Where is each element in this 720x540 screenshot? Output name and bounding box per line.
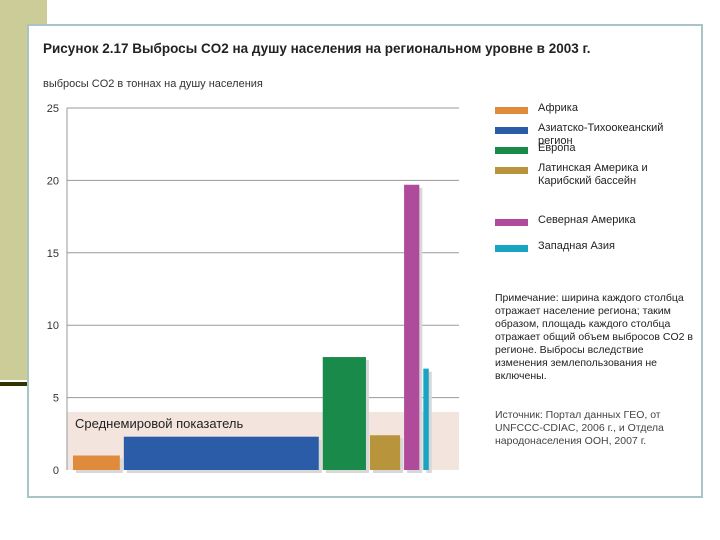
figure-panel: Рисунок 2.17 Выбросы CO2 на душу населен… [27, 24, 703, 498]
legend-item-north-america: Северная Америка [495, 214, 695, 234]
legend-label: Азиатско-Тихоокеанский регион [538, 122, 664, 147]
slide-decoration-line [0, 382, 30, 386]
bar [423, 368, 429, 470]
bar-chart: 0 5 10 15 20 25 Среднемировой показатель [47, 103, 459, 477]
legend-label: Западная Азия [538, 240, 615, 252]
chart-title: Рисунок 2.17 Выбросы CO2 на душу населен… [43, 41, 591, 56]
legend-swatch [495, 127, 528, 134]
bar-shadow [426, 371, 432, 473]
y-tick-label: 5 [53, 393, 59, 405]
legend-item-west-asia: Западная Азия [495, 240, 695, 260]
bar [404, 184, 420, 470]
legend-swatch [495, 245, 528, 252]
legend-item-asia-pacific: Азиатско-Тихоокеанский регион [495, 122, 695, 147]
legend-swatch [495, 219, 528, 226]
legend-label: Северная Америка [538, 214, 636, 226]
chart-note: Примечание: ширина каждого столбца отраж… [495, 292, 693, 382]
legend-item-africa: Африка [495, 102, 695, 122]
y-tick-label: 20 [47, 175, 59, 187]
y-axis-label: выбросы CO2 в тоннах на душу населения [43, 78, 263, 90]
bar [369, 435, 401, 470]
world-average-label: Среднемировой показатель [75, 416, 244, 431]
legend-swatch [495, 147, 528, 154]
bar [322, 357, 366, 470]
legend: Африка Азиатско-Тихоокеанский регион Евр… [495, 102, 695, 260]
legend-label: Африка [538, 102, 578, 114]
legend-swatch [495, 167, 528, 174]
chart-source: Источник: Портал данных ГЕО, от UNFCCC-C… [495, 409, 664, 447]
legend-item-europe: Европа [495, 142, 695, 162]
legend-label: Европа [538, 142, 576, 154]
legend-swatch [495, 107, 528, 114]
bar [73, 455, 120, 470]
bar [123, 436, 319, 470]
y-tick-label: 10 [47, 320, 59, 332]
y-tick-label: 0 [53, 465, 59, 477]
legend-item-latin-america: Латинская Америка и Карибский бассейн [495, 162, 695, 204]
legend-label: Латинская Америка и Карибский бассейн [538, 162, 648, 187]
y-tick-label: 15 [47, 248, 59, 260]
y-tick-label: 25 [47, 103, 59, 115]
